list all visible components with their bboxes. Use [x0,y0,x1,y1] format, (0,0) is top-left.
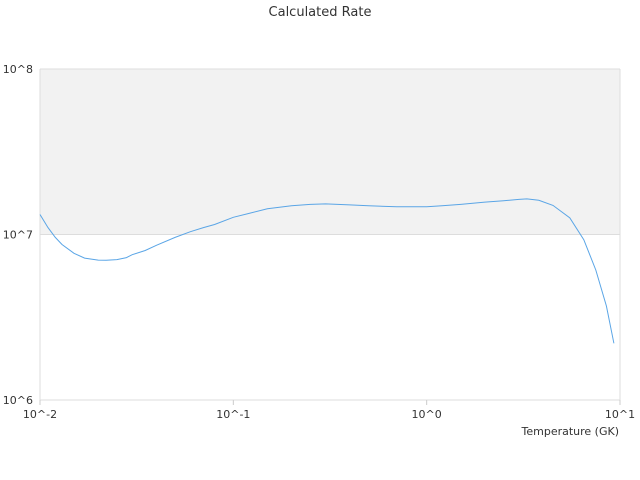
y-tick-label: 10^7 [3,229,33,242]
x-tick-label: 10^0 [412,408,442,421]
y-tick-label: 10^6 [3,394,33,407]
plot-area: 10^6 10^7 10^8 10^-2 10^-1 10^0 10^1 [3,63,635,421]
chart-title: Calculated Rate [269,5,372,20]
x-tick-label: 10^-1 [216,408,250,421]
plot-band [40,69,620,235]
x-tick-label: 10^-2 [23,408,57,421]
x-tick-label: 10^1 [605,408,635,421]
x-axis-label: Temperature (GK) [521,425,620,438]
series-line [39,198,615,344]
y-tick-label: 10^8 [3,63,33,76]
